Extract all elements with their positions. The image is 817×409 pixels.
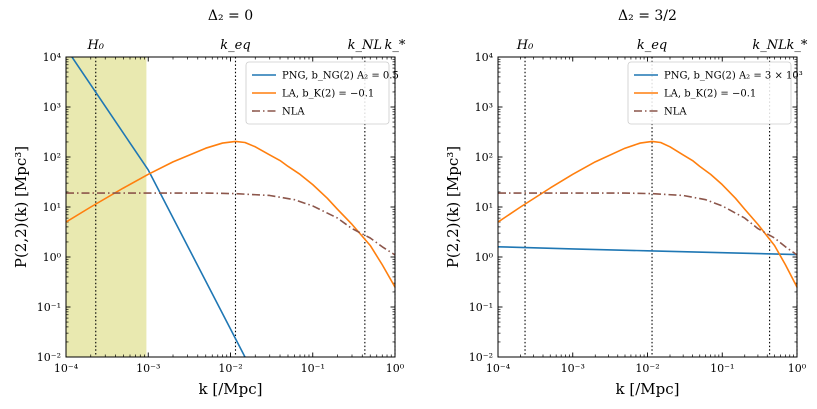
legend-label-2: LA, b_K(2) = −0.1 xyxy=(282,89,374,100)
y-tick-label: 10³ xyxy=(43,101,61,114)
series-line-2 xyxy=(66,140,395,288)
scale-label: k_eq xyxy=(220,38,250,53)
legend-frame xyxy=(245,61,390,125)
scale-label: H₀ xyxy=(86,38,104,53)
shaded-region xyxy=(66,57,147,357)
legend-label-1: PNG, b_NG(2) A₂ = 0.5 xyxy=(282,71,399,82)
y-tick-label: 10⁻² xyxy=(469,351,493,364)
axes-frame xyxy=(497,56,798,358)
y-tick-label: 10⁻¹ xyxy=(469,301,493,314)
y-tick-label: 10⁰ xyxy=(43,251,62,264)
x-tick-label: 10⁻⁴ xyxy=(486,362,511,375)
chart-title: Δ₂ = 0 xyxy=(208,8,253,24)
x-tick-label: 10⁻³ xyxy=(561,362,585,375)
scale-label: k_* xyxy=(787,38,808,53)
scale-label: k_NL xyxy=(348,38,382,53)
y-tick-label: 10⁰ xyxy=(475,251,494,264)
scale-label: k_eq xyxy=(637,38,667,53)
scale-label: k_NL xyxy=(752,38,786,53)
series-line-1 xyxy=(498,245,797,256)
x-tick-label: 10⁻¹ xyxy=(301,362,325,375)
y-tick-label: 10⁻² xyxy=(37,351,61,364)
axes-frame xyxy=(65,56,396,358)
series-line-1 xyxy=(70,57,246,357)
legend-label-3: NLA xyxy=(664,107,687,118)
scale-label: k_* xyxy=(385,38,406,53)
y-tick-label: 10¹ xyxy=(43,201,61,214)
x-tick-label: 10⁻² xyxy=(218,362,242,375)
y-tick-label: 10⁴ xyxy=(475,51,494,64)
x-tick-label: 10⁻² xyxy=(635,362,659,375)
legend-label-1: PNG, b_NG(2) A₂ = 3 × 10³ xyxy=(664,71,803,82)
series-line-2 xyxy=(498,140,797,288)
y-tick-label: 10² xyxy=(475,151,493,164)
legend-label-2: LA, b_K(2) = −0.1 xyxy=(664,89,756,100)
chart-panel-1: 10⁻⁴ 10⁻³ 10⁻² 10⁻¹ 10⁰ 10⁻² 10⁻¹ 10⁰ 10¹ 10² 10³ 1… xyxy=(12,8,406,398)
y-tick-label: 10² xyxy=(43,151,61,164)
x-axis-label: k [/Mpc] xyxy=(616,380,680,398)
x-tick-label: 10⁻³ xyxy=(136,362,160,375)
series-line-3 xyxy=(66,192,395,256)
legend-frame xyxy=(627,61,792,125)
x-tick-label: 10⁻¹ xyxy=(710,362,734,375)
x-axis-label: k [/Mpc] xyxy=(199,380,263,398)
chart-panel-2: 10⁻⁴ 10⁻³ 10⁻² 10⁻¹ 10⁰ 10⁻² 10⁻¹ 10⁰ 10¹ 10² 10³ 1… xyxy=(444,8,808,398)
chart-title: Δ₂ = 3/2 xyxy=(618,8,677,24)
scale-label: H₀ xyxy=(516,38,534,53)
x-tick-label: 10⁻⁴ xyxy=(54,362,79,375)
x-tick-label: 10⁰ xyxy=(788,362,807,375)
y-axis-label: P(2,2)(k) [Mpc³] xyxy=(12,146,30,268)
y-tick-label: 10⁻¹ xyxy=(37,301,61,314)
y-tick-label: 10³ xyxy=(475,101,493,114)
y-axis-label: P(2,2)(k) [Mpc³] xyxy=(444,146,462,268)
x-tick-label: 10⁰ xyxy=(386,362,405,375)
y-tick-label: 10⁴ xyxy=(43,51,62,64)
legend-label-3: NLA xyxy=(282,107,305,118)
series-line-3 xyxy=(498,192,797,256)
y-tick-label: 10¹ xyxy=(475,201,493,214)
legend: PNG, b_NG(2) A₂ = 3 × 10³ LA, b_K(2) = −0… xyxy=(627,61,803,125)
legend: PNG, b_NG(2) A₂ = 0.5 LA, b_K(2) = −0.1 NL… xyxy=(245,61,399,125)
